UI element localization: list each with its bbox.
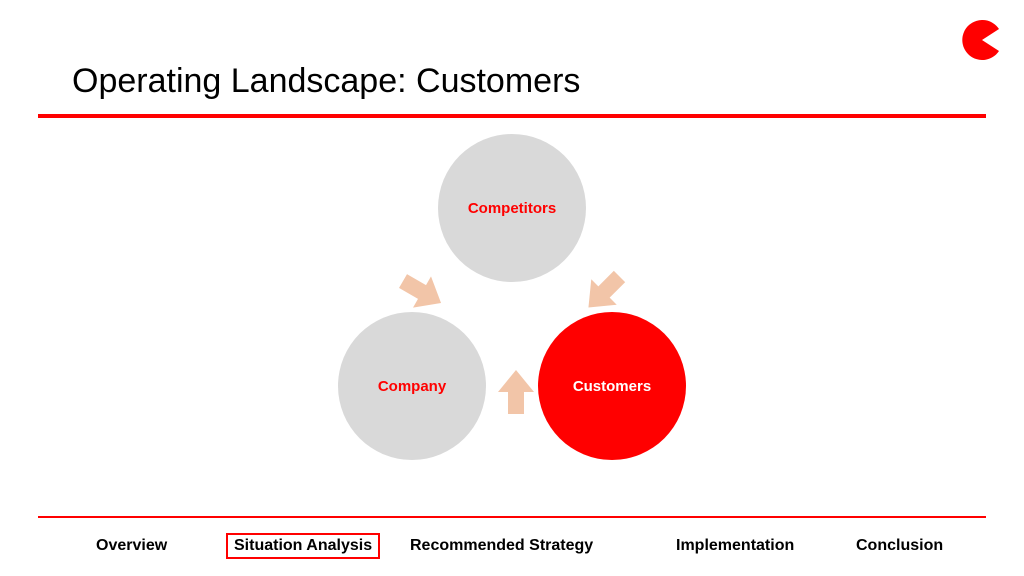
footer-item-situation-analysis[interactable]: Situation Analysis [226, 533, 380, 559]
footer-rule [38, 516, 986, 518]
footer-label: Situation Analysis [234, 537, 372, 554]
node-label: Competitors [468, 200, 556, 217]
brand-logo-icon [962, 20, 1002, 60]
footer-label: Conclusion [856, 537, 943, 554]
arrow-customers-to-company [494, 370, 538, 414]
footer-item-recommended-strategy[interactable]: Recommended Strategy [410, 537, 593, 555]
footer-item-conclusion[interactable]: Conclusion [856, 537, 943, 555]
slide: Operating Landscape: Customers Competito… [0, 0, 1024, 576]
page-title: Operating Landscape: Customers [72, 62, 580, 101]
footer-label: Implementation [676, 537, 794, 554]
footer-nav: Overview Situation Analysis Recommended … [0, 526, 1024, 566]
node-competitors: Competitors [438, 134, 586, 282]
footer-label: Overview [96, 537, 167, 554]
cycle-diagram: Competitors Customers Company [0, 114, 1024, 500]
node-label: Company [378, 378, 446, 395]
footer-label: Recommended Strategy [410, 537, 593, 554]
node-customers: Customers [538, 312, 686, 460]
node-label: Customers [573, 378, 651, 395]
footer-item-implementation[interactable]: Implementation [676, 537, 794, 555]
footer-item-overview[interactable]: Overview [96, 537, 167, 555]
node-company: Company [338, 312, 486, 460]
pacman-path [962, 20, 999, 60]
